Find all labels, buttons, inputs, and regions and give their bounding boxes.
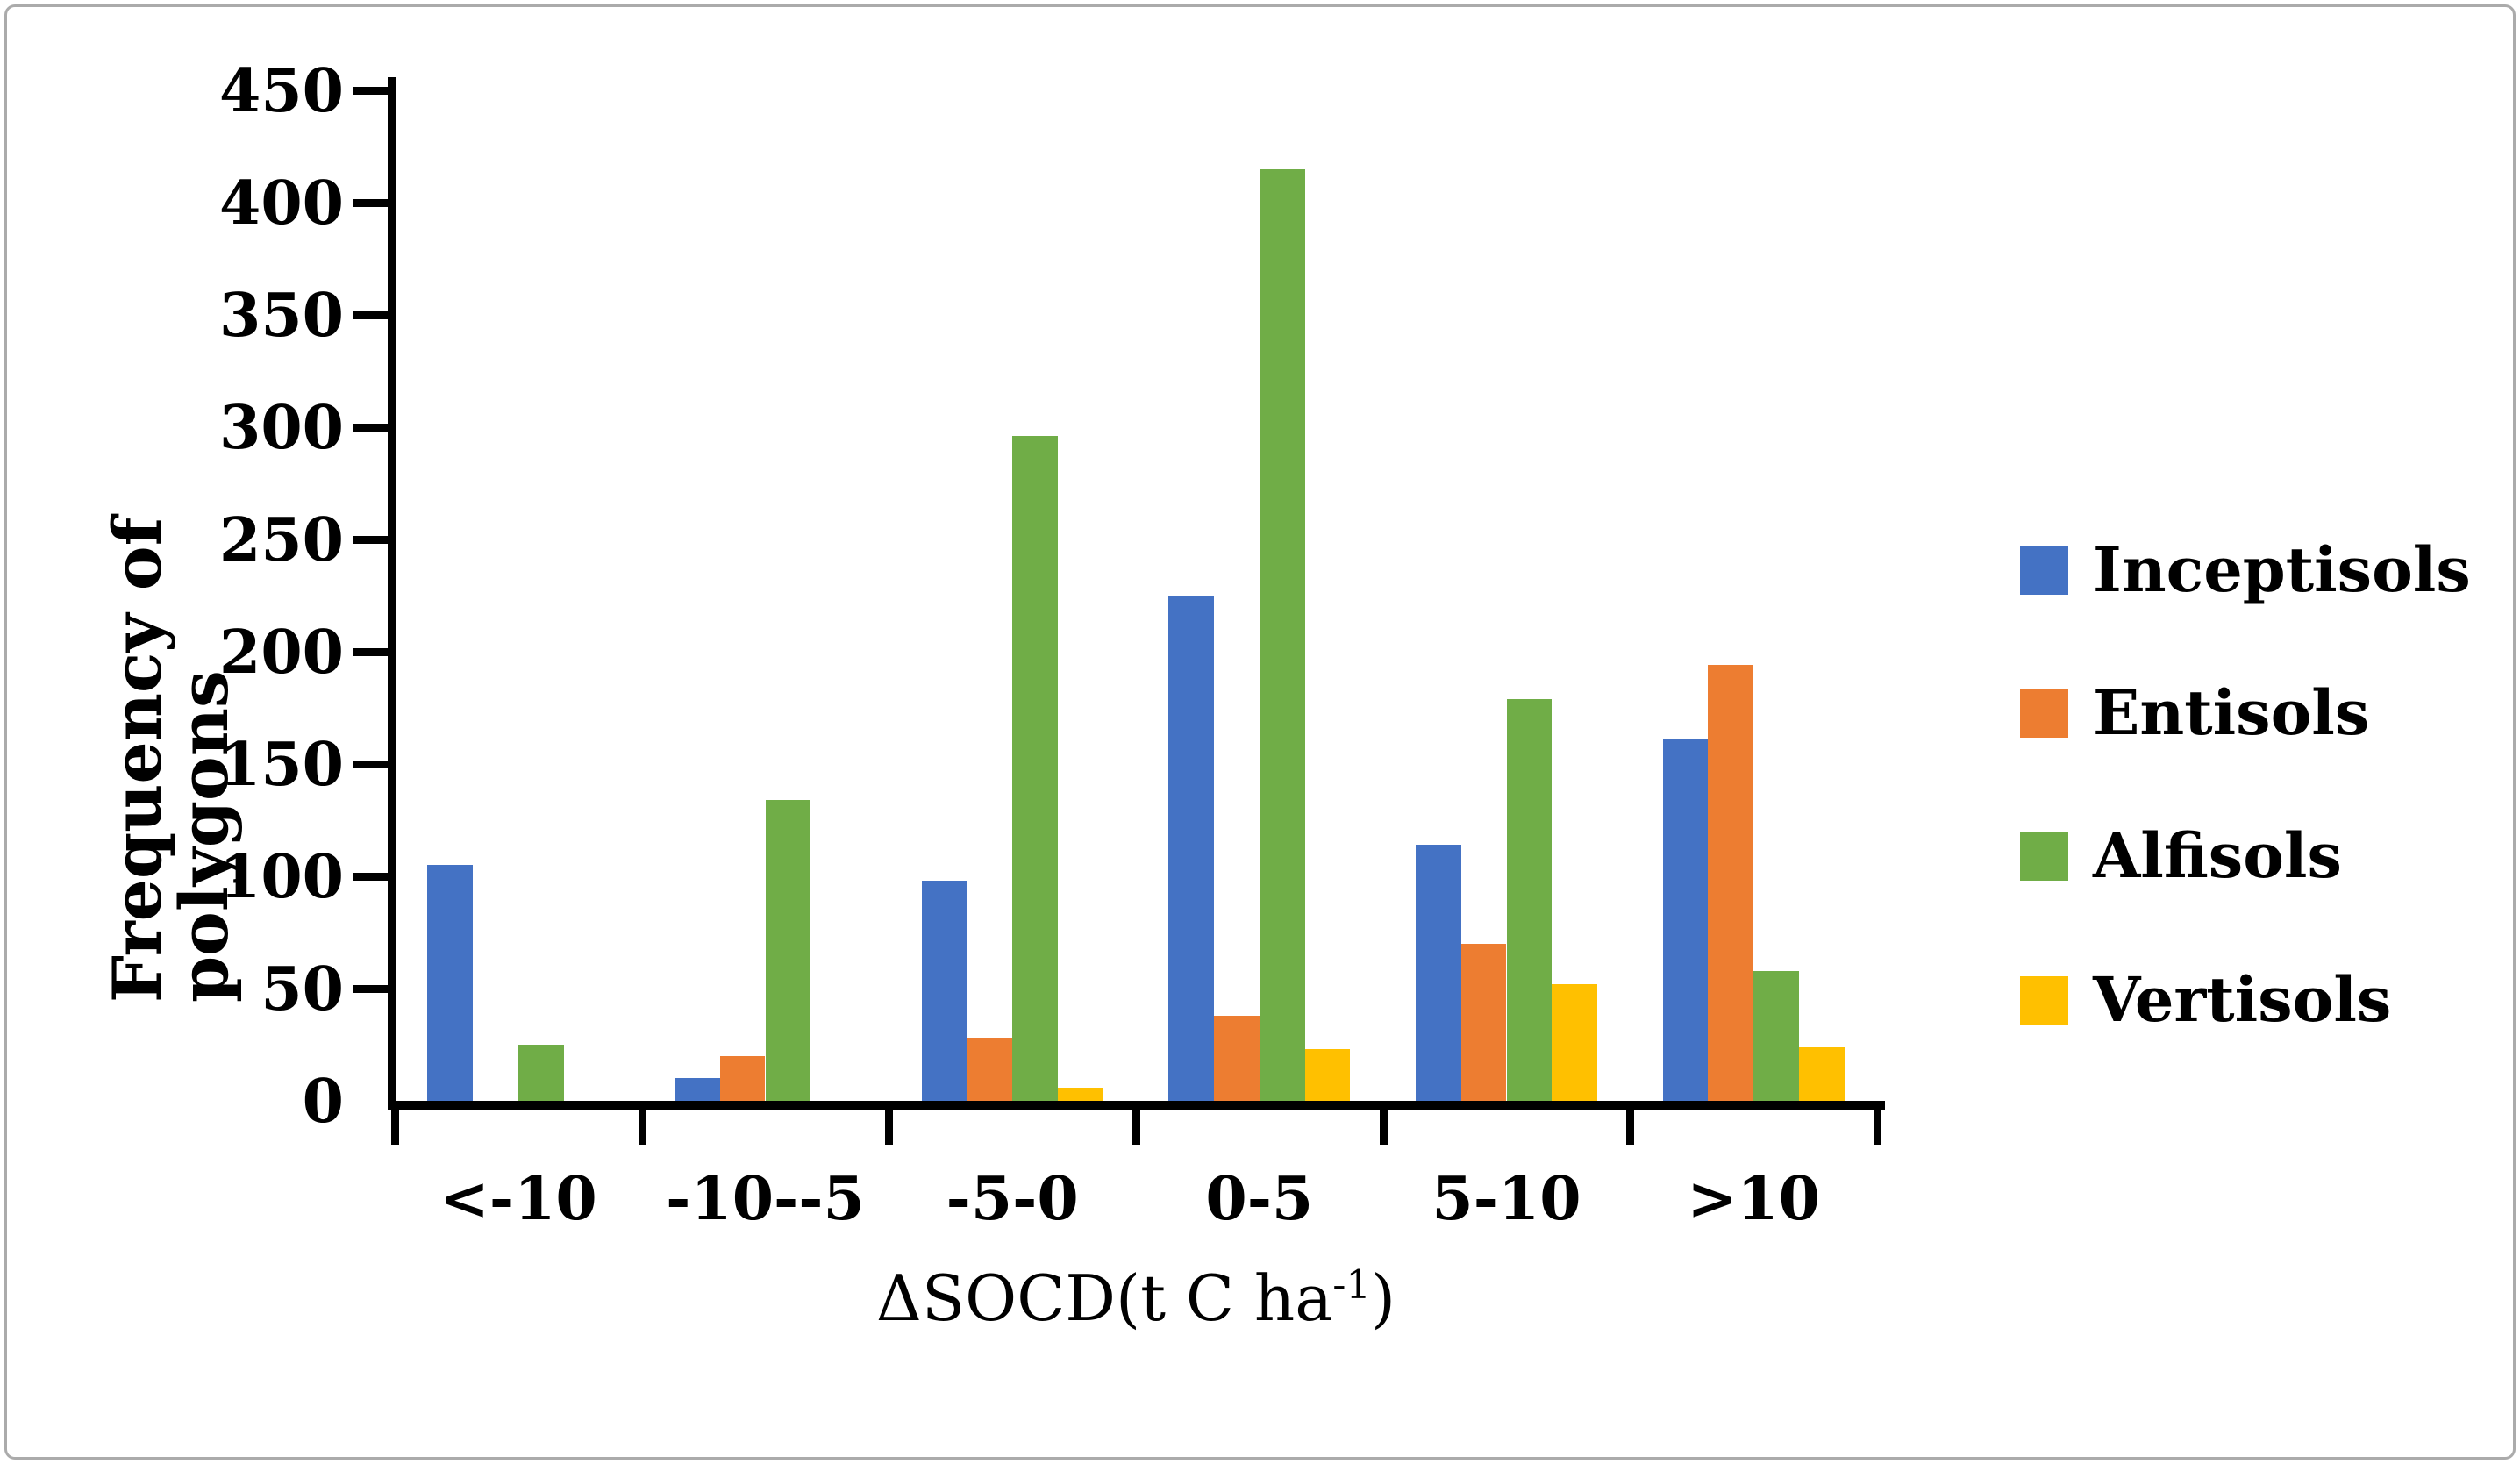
legend-label: Vertisols: [2093, 963, 2392, 1036]
bar-entisols-5: [1708, 665, 1754, 1101]
legend-swatch-alfisols: [2020, 832, 2068, 881]
bar-inceptisols-1: [674, 1078, 720, 1101]
bar-entisols-1: [719, 1055, 766, 1101]
legend-label: Alfisols: [2093, 819, 2342, 892]
x-category-label: <-10: [439, 1164, 597, 1234]
legend-label: Entisols: [2093, 676, 2370, 749]
legend-label: Inceptisols: [2093, 533, 2471, 606]
x-category-label: 0-5: [1205, 1164, 1314, 1234]
y-tick-label: 50: [261, 954, 344, 1025]
y-tick-mark: [353, 199, 388, 207]
bar-inceptisols-0: [427, 865, 474, 1101]
x-category-label: -10--5: [666, 1164, 865, 1234]
bar-alfisols-3: [1259, 168, 1305, 1101]
bar-vertisols-3: [1304, 1049, 1351, 1101]
bar-alfisols-2: [1012, 436, 1058, 1101]
y-tick-mark: [353, 536, 388, 544]
bar-vertisols-4: [1552, 983, 1598, 1101]
x-tick-mark: [1626, 1101, 1635, 1145]
y-tick-label: 450: [219, 56, 344, 126]
bar-inceptisols-5: [1662, 739, 1709, 1101]
y-tick-mark: [353, 311, 388, 319]
bar-alfisols-5: [1753, 970, 1799, 1101]
bar-alfisols-1: [765, 799, 811, 1101]
y-tick-mark: [353, 424, 388, 432]
bar-entisols-3: [1214, 1015, 1260, 1101]
y-tick-mark: [353, 985, 388, 993]
x-tick-mark: [885, 1101, 894, 1145]
legend-item-alfisols: Alfisols: [2020, 821, 2342, 891]
x-tick-mark: [638, 1101, 646, 1145]
legend-item-inceptisols: Inceptisols: [2020, 535, 2471, 605]
y-tick-mark: [353, 648, 388, 656]
y-axis-line: [388, 77, 396, 1110]
x-category-label: 5-10: [1431, 1164, 1581, 1234]
x-axis-title-text: ΔSOCD(t C ha: [875, 1261, 1333, 1335]
y-tick-mark: [353, 873, 388, 881]
x-tick-mark: [391, 1101, 399, 1145]
x-category-label: -5-0: [946, 1164, 1079, 1234]
legend-swatch-entisols: [2020, 689, 2068, 738]
y-tick-label: 0: [302, 1067, 344, 1137]
y-tick-label: 350: [219, 281, 344, 351]
y-tick-mark: [353, 761, 388, 768]
legend-item-entisols: Entisols: [2020, 678, 2369, 748]
bar-inceptisols-3: [1168, 596, 1215, 1101]
legend-item-vertisols: Vertisols: [2020, 965, 2391, 1035]
y-tick-label: 400: [219, 168, 344, 239]
x-tick-mark: [1132, 1101, 1140, 1145]
x-category-label: >10: [1687, 1164, 1820, 1234]
legend-swatch-vertisols: [2020, 975, 2068, 1025]
bar-alfisols-4: [1506, 698, 1553, 1101]
bar-alfisols-0: [518, 1045, 564, 1101]
x-axis-title-close: ): [1371, 1261, 1396, 1335]
y-tick-label: 200: [219, 618, 344, 688]
legend-swatch-inceptisols: [2020, 546, 2068, 595]
y-tick-mark: [353, 87, 388, 95]
bar-inceptisols-2: [921, 881, 967, 1101]
y-tick-label: 300: [219, 393, 344, 463]
x-axis-title: ΔSOCD(t C ha-1): [785, 1250, 1487, 1346]
y-tick-label: 100: [219, 842, 344, 912]
x-tick-mark: [1379, 1101, 1388, 1145]
bar-vertisols-5: [1798, 1046, 1845, 1101]
y-tick-label: 150: [219, 730, 344, 800]
bar-entisols-4: [1460, 943, 1507, 1101]
bar-inceptisols-4: [1415, 845, 1461, 1101]
bar-vertisols-2: [1057, 1087, 1103, 1101]
y-tick-label: 250: [219, 505, 344, 575]
x-tick-mark: [1874, 1101, 1881, 1145]
x-axis-title-superscript: -1: [1332, 1261, 1372, 1308]
bar-entisols-2: [967, 1038, 1013, 1101]
